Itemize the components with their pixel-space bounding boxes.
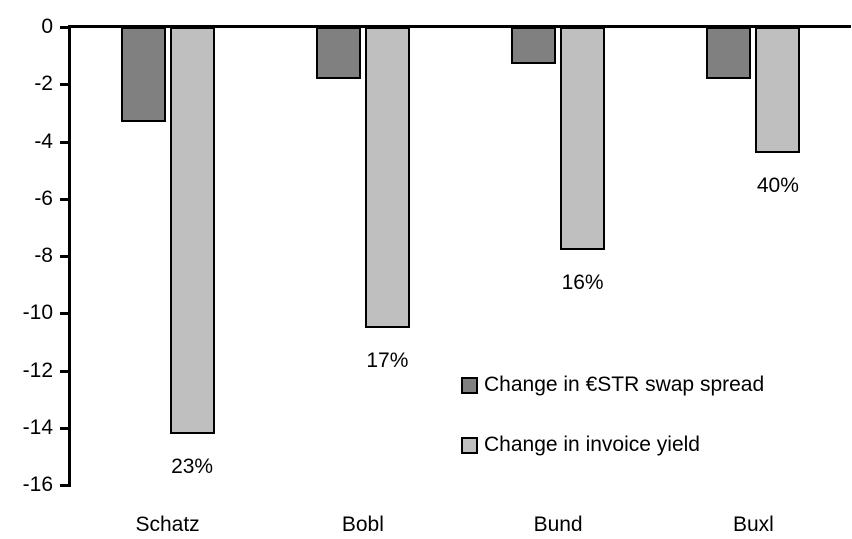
legend: Change in €STR swap spread Change in inv… [461,373,764,457]
legend-item-invoice-yield: Change in invoice yield [461,433,764,457]
bar-change-in-invoice-yield-bund [560,27,606,251]
bar-label-bobl: 17% [366,348,409,372]
bar-change-in-str-swap-spread-bund [511,27,557,65]
x-category-label-bund: Bund [533,513,583,536]
y-tick-label-8: -8 [34,244,53,267]
bar-change-in-invoice-yield-schatz [169,27,215,434]
y-tick-label-14: -14 [22,415,53,439]
bar-change-in-str-swap-spread-bobl [315,27,361,79]
x-category-label-schatz: Schatz [135,513,200,536]
y-tick-label-6: -6 [34,186,53,210]
y-tick-0 [60,26,68,29]
y-tick-8 [60,255,68,258]
legend-swatch-invoice-yield [461,436,478,454]
y-tick-label-16: -16 [22,473,53,496]
y-tick-4 [60,140,68,144]
y-tick-16 [60,484,68,487]
y-tick-10 [60,312,68,316]
bar-change-in-str-swap-spread-schatz [120,27,166,122]
y-tick-label-10: -10 [22,301,53,325]
x-axis-zero-line [68,25,851,28]
bar-change-in-str-swap-spread-buxl [706,27,752,79]
legend-label-invoice-yield: Change in invoice yield [484,433,700,456]
y-tick-14 [60,426,68,430]
x-category-label-buxl: Buxl [732,513,774,536]
legend-swatch-swap-spread [461,376,478,394]
legend-item-swap-spread: Change in €STR swap spread [461,373,764,397]
y-tick-label-0: 0 [41,15,53,38]
y-tick-label-2: -2 [34,72,53,96]
bar-change-in-invoice-yield-bobl [364,27,410,328]
x-category-label-bobl: Bobl [341,513,384,536]
y-tick-12 [60,369,68,373]
bar-label-bund: 16% [561,271,604,295]
bar-label-schatz: 23% [171,454,214,478]
bar-label-buxl: 40% [756,174,799,197]
y-tick-label-12: -12 [22,358,53,382]
y-tick-2 [60,83,68,87]
y-tick-label-4: -4 [34,129,53,153]
y-tick-6 [60,197,68,201]
bar-change-in-invoice-yield-buxl [755,27,801,153]
legend-label-swap-spread: Change in €STR swap spread [484,373,765,396]
y-axis [68,25,71,487]
